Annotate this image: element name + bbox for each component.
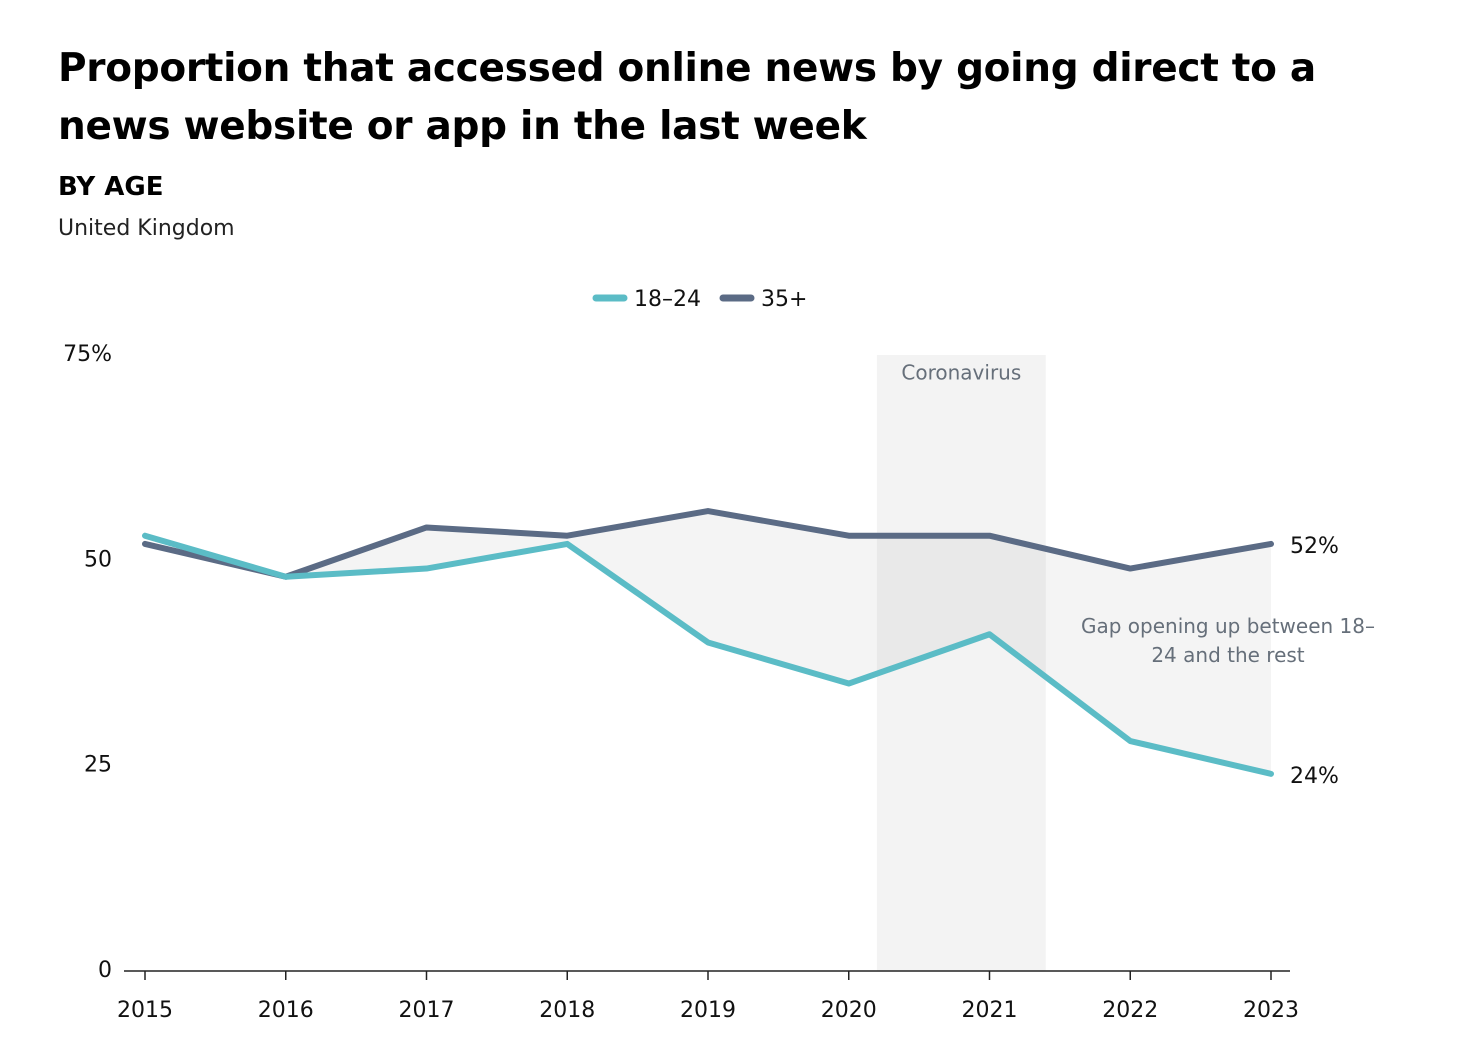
chart-subtitle: BY AGE <box>58 172 164 202</box>
x-tick-label-2021: 2021 <box>962 998 1018 1023</box>
y-tick-label-50: 50 <box>84 547 112 572</box>
label-layer: Gap opening up between 18– 24 and the res… <box>1081 534 1375 789</box>
series-line-35-plus <box>142 508 1274 580</box>
axis-layer: 2015 2016 2017 2018 2019 2020 2021 2022 2023 0 25 5… <box>63 342 1299 1023</box>
x-tick-label-2023: 2023 <box>1243 998 1299 1023</box>
x-tick-label-2022: 2022 <box>1102 998 1158 1023</box>
gap-area <box>285 511 1271 774</box>
gap-annotation: Gap opening up between 18– 24 and the res… <box>1081 614 1375 667</box>
series-line-18-24 <box>142 532 1274 777</box>
x-tick-label-2018: 2018 <box>539 998 595 1023</box>
gap-annotation-line-1: Gap opening up between 18– <box>1081 614 1375 638</box>
gap-layer <box>285 511 1271 774</box>
chart-title: Proportion that accessed online news by … <box>58 46 1316 149</box>
end-label-18-24: 24% <box>1290 764 1339 789</box>
x-tick-label-2015: 2015 <box>117 998 173 1023</box>
legend: 18–24 35+ <box>592 287 807 312</box>
y-tick-label-25: 25 <box>84 753 112 778</box>
legend-label-18-24: 18–24 <box>634 287 701 312</box>
x-tick-label-2016: 2016 <box>258 998 314 1023</box>
x-tick-label-2019: 2019 <box>680 998 736 1023</box>
y-tick-label-0: 0 <box>98 958 112 983</box>
x-tick-label-2020: 2020 <box>821 998 877 1023</box>
legend-label-35-plus: 35+ <box>761 287 807 312</box>
series-layer <box>142 508 1274 777</box>
coronavirus-label: Coronavirus <box>901 361 1021 385</box>
y-tick-label-75: 75% <box>63 342 112 367</box>
region-label: United Kingdom <box>58 216 235 241</box>
x-tick-label-2017: 2017 <box>399 998 455 1023</box>
end-label-35-plus: 52% <box>1290 534 1339 559</box>
gap-annotation-line-2: 24 and the rest <box>1151 643 1304 667</box>
